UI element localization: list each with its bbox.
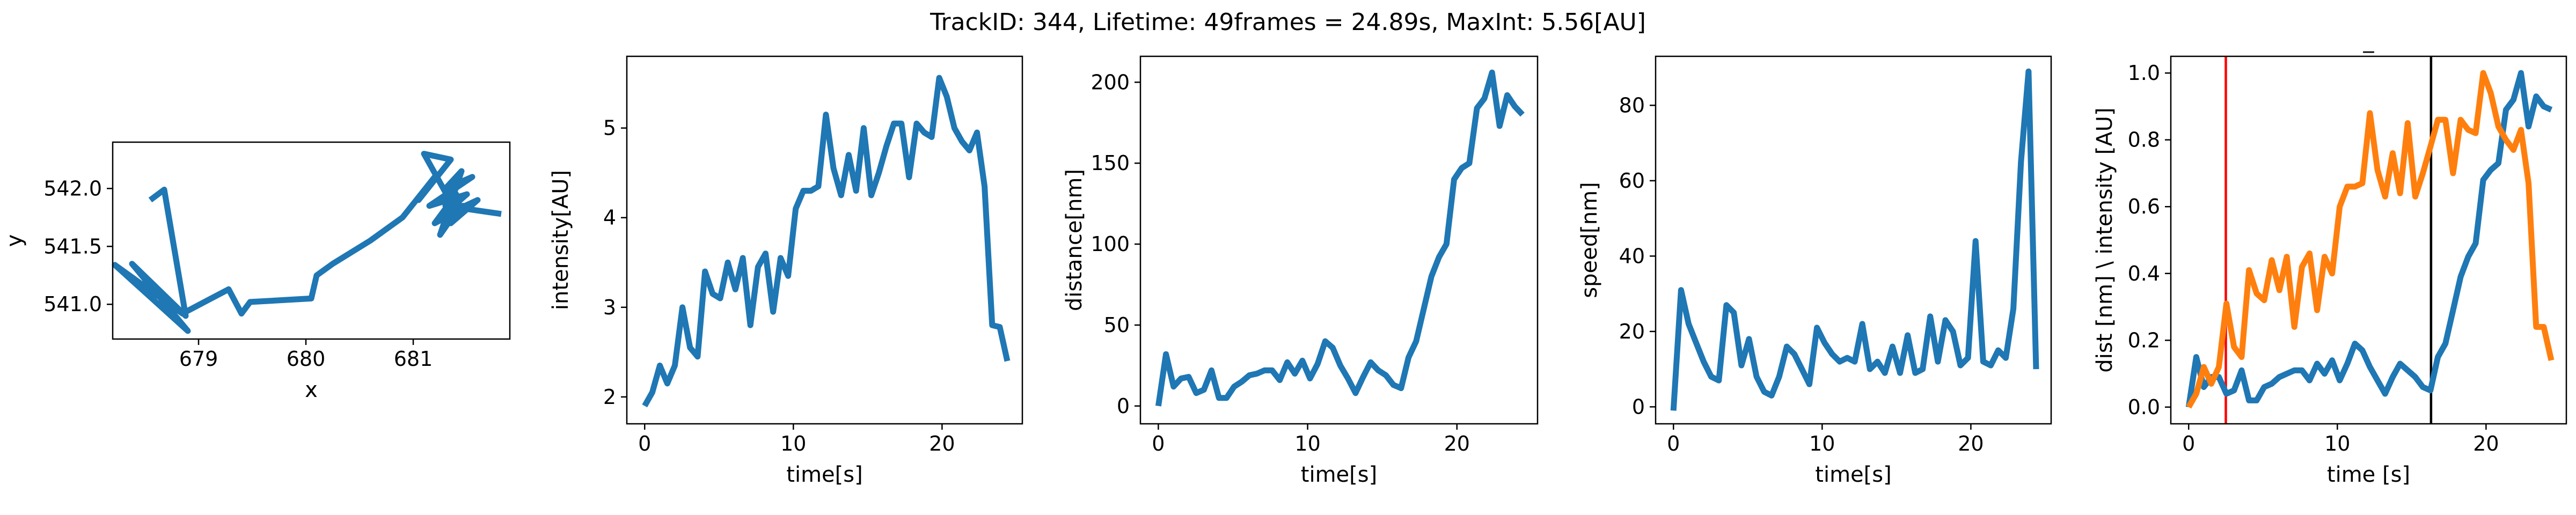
x-axis-label: time[s]: [1301, 462, 1377, 487]
chart-panel-2: 0 10 20 2 3 4 5 time[s] intensity[AU]: [548, 55, 1023, 487]
y-tick-label: 2: [603, 385, 616, 409]
y-tick-label: 0: [1117, 394, 1130, 418]
y-tick-label: 60: [1619, 169, 1645, 193]
y-tick-label: 20: [1619, 320, 1645, 343]
x-tick-label: 0: [1667, 432, 1680, 455]
panels: 679 680 681 541.0 541.5 542.0 x y 0 10 20 2 3 4 5 time[…: [2, 28, 2567, 487]
y-tick-label: 0.6: [2128, 195, 2160, 218]
y-tick-label: 150: [1091, 151, 1130, 175]
y-tick-label: 0.4: [2128, 262, 2160, 285]
x-tick-label: 679: [179, 347, 218, 371]
series-line-blue: [112, 151, 502, 334]
x-tick-label: 20: [929, 432, 955, 455]
axes-frame: [1655, 55, 2052, 425]
x-tick-label: 20: [1444, 432, 1470, 455]
y-tick-label: 200: [1091, 70, 1130, 94]
x-tick-label: 20: [2473, 432, 2499, 455]
y-tick-label: 1.0: [2128, 61, 2160, 85]
y-tick-label: 541.0: [43, 292, 102, 316]
axes-frame: [112, 141, 511, 340]
y-axis-label: dist [nm] \ intensity [AU]: [2092, 107, 2117, 372]
y-tick-label: 0.2: [2128, 328, 2160, 352]
axes-title: _: [2363, 28, 2375, 53]
y-tick-label: 0: [1632, 395, 1645, 418]
x-tick-label: 10: [1809, 432, 1835, 455]
figure-suptitle: TrackID: 344, Lifetime: 49frames = 24.89…: [930, 9, 1646, 36]
y-axis-label: y: [2, 234, 27, 247]
x-tick-label: 0: [638, 432, 651, 455]
y-tick-label: 542.0: [43, 176, 102, 200]
series-line-blue: [642, 75, 1011, 408]
y-axis-label: intensity[AU]: [548, 170, 573, 310]
x-tick-label: 10: [1294, 432, 1320, 455]
x-tick-label: 10: [2324, 432, 2350, 455]
series-line-blue: [1670, 68, 2039, 411]
x-tick-label: 681: [394, 347, 433, 371]
x-axis-label: x: [305, 378, 318, 402]
y-tick-label: 50: [1104, 313, 1130, 337]
y-tick-label: 100: [1091, 232, 1130, 256]
y-axis-label: speed[nm]: [1577, 182, 1602, 298]
x-tick-label: 680: [287, 347, 326, 371]
x-axis-label: time[s]: [786, 462, 862, 487]
x-axis-label: time[s]: [1815, 462, 1891, 487]
y-tick-label: 3: [603, 296, 616, 319]
chart-panel-1: 679 680 681 541.0 541.5 542.0 x y: [2, 141, 511, 402]
y-tick-label: 4: [603, 206, 616, 230]
y-tick-label: 0.8: [2128, 128, 2160, 152]
y-tick-label: 541.5: [43, 234, 102, 258]
y-tick-label: 5: [603, 116, 616, 140]
series-line-orange: [2186, 70, 2555, 409]
x-axis-label: time [s]: [2327, 462, 2410, 487]
series-line-blue: [1155, 69, 1525, 407]
chart-panel-4: 0 10 20 0 20 40 60 80 time[s] speed[nm]: [1577, 55, 2052, 487]
axes-frame: [1139, 55, 1539, 425]
y-tick-label: 0.0: [2128, 395, 2160, 419]
x-tick-label: 10: [780, 432, 806, 455]
axes-frame: [626, 55, 1023, 425]
axes-frame: [2170, 55, 2567, 425]
y-tick-label: 40: [1619, 244, 1645, 268]
series-line-blue: [2185, 70, 2553, 408]
y-tick-label: 80: [1619, 93, 1645, 117]
x-tick-label: 0: [1152, 432, 1165, 455]
x-tick-label: 20: [1958, 432, 1984, 455]
y-axis-label: distance[nm]: [1062, 169, 1087, 311]
chart-panel-5: 0 10 20 0.0 0.2 0.4 0.6 0.8 1.0 time [s] dist [nm]…: [2092, 28, 2567, 487]
x-tick-label: 0: [2182, 432, 2195, 455]
